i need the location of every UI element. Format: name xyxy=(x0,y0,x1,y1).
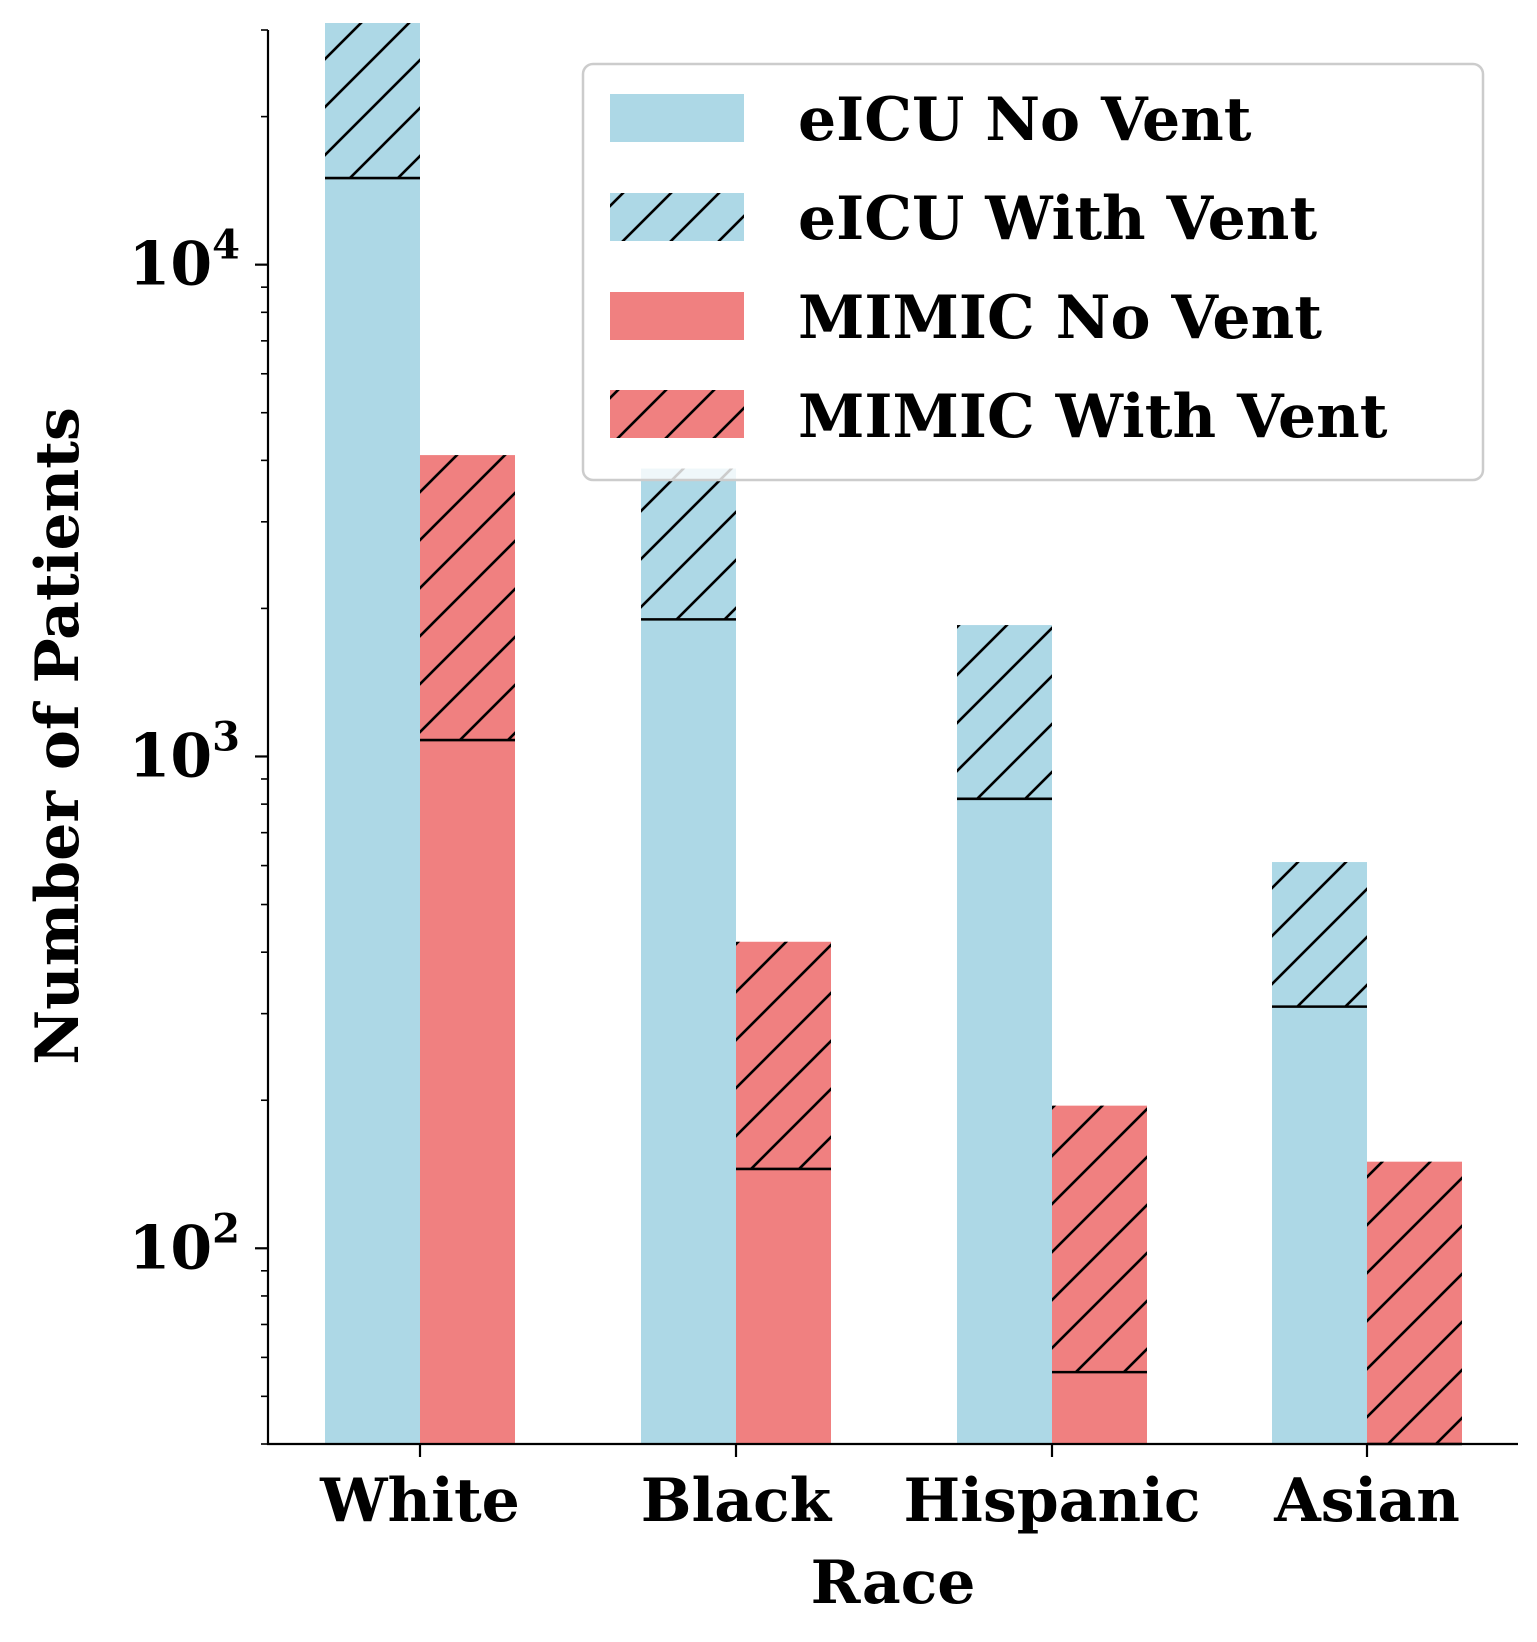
x-tick-label-asian: Asian xyxy=(1273,1466,1460,1536)
x-axis-label: Race xyxy=(811,1548,976,1618)
bar-eicu-with-vent-hatch-asian xyxy=(1272,862,1367,1007)
bar-mimic-no-vent-black xyxy=(736,1168,831,1444)
bar-mimic-no-vent-white xyxy=(420,740,515,1444)
legend-label-mimic-with-vent: MIMIC With Vent xyxy=(798,382,1388,452)
y-tick-label-10000: 104 xyxy=(129,222,240,300)
bar-eicu-no-vent-black xyxy=(641,619,736,1444)
legend-label-eicu-no-vent: eICU No Vent xyxy=(798,85,1252,155)
legend-label-mimic-no-vent: MIMIC No Vent xyxy=(798,283,1322,353)
y-ticks-layer: 102 103 104 xyxy=(129,29,268,1445)
legend: eICU No Vent eICU With Vent MIMIC No Ven… xyxy=(581,62,1485,482)
legend-label-eicu-with-vent: eICU With Vent xyxy=(798,184,1317,254)
bar-eicu-no-vent-white xyxy=(325,178,420,1444)
legend-swatch-eicu-with-vent-hatch xyxy=(610,193,744,241)
bar-eicu-no-vent-asian xyxy=(1272,1006,1367,1444)
bar-mimic-no-vent-hispanic xyxy=(1052,1372,1147,1444)
x-tick-label-hispanic: Hispanic xyxy=(903,1466,1200,1536)
legend-swatch-mimic-with-vent-hatch xyxy=(610,390,744,438)
y-axis-label: Number of Patients xyxy=(23,407,93,1064)
bar-eicu-no-vent-hispanic xyxy=(957,798,1052,1444)
legend-swatch-eicu-no-vent xyxy=(610,94,744,142)
x-tick-label-white: White xyxy=(319,1466,520,1536)
y-tick-label-1000: 103 xyxy=(129,713,240,791)
x-tick-label-black: Black xyxy=(641,1466,833,1536)
bar-eicu-with-vent-hatch-white xyxy=(325,22,420,179)
bars-layer xyxy=(325,22,1462,1446)
bar-mimic-with-vent-hatch-white xyxy=(420,455,515,741)
bar-eicu-with-vent-hatch-black xyxy=(641,468,736,620)
legend-swatch-mimic-no-vent xyxy=(610,292,744,340)
bar-mimic-with-vent-hatch-black xyxy=(736,941,831,1169)
y-tick-label-100: 102 xyxy=(129,1205,240,1283)
bar-eicu-with-vent-hatch-hispanic xyxy=(957,625,1052,799)
x-ticks-layer: White Black Hispanic Asian xyxy=(319,1444,1460,1536)
bar-mimic-with-vent-hatch-hispanic xyxy=(1052,1105,1147,1373)
legend-frame xyxy=(581,62,1485,482)
bar-mimic-with-vent-hatch-asian xyxy=(1367,1161,1462,1444)
axes-layer xyxy=(266,30,1518,1446)
